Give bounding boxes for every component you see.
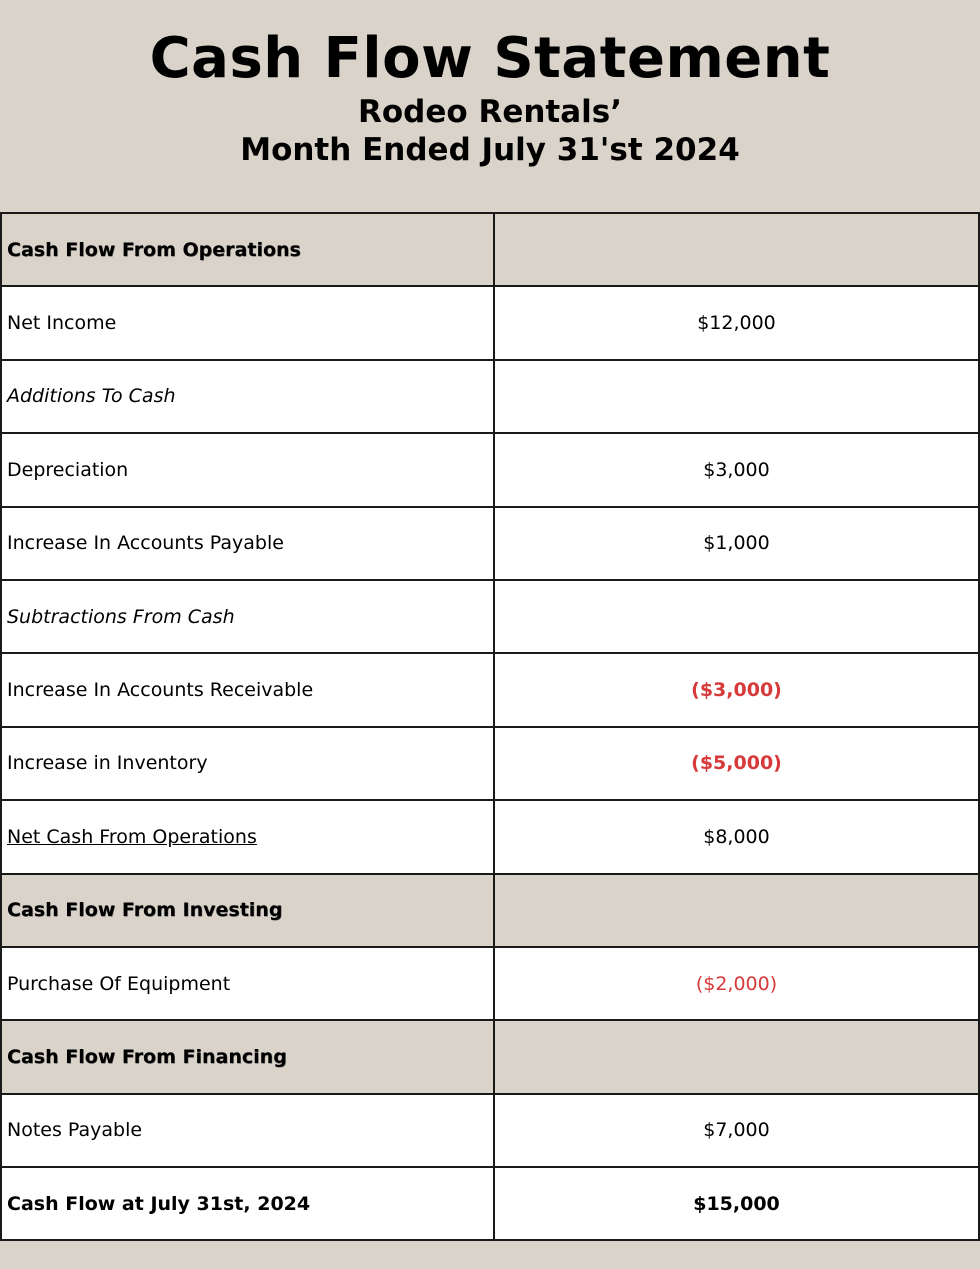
row-label: Increase In Accounts Receivable <box>0 652 495 728</box>
row-value <box>493 872 980 948</box>
row-label: Cash Flow at July 31st, 2024 <box>0 1166 495 1242</box>
row-value-negative: ($2,000) <box>493 945 980 1022</box>
row-label: Subtractions From Cash <box>0 578 495 655</box>
table-row: Increase in Inventory ($5,000) <box>0 725 980 802</box>
row-label: Notes Payable <box>0 1092 495 1169</box>
subheading-row: Additions To Cash <box>0 358 980 435</box>
total-row: Cash Flow at July 31st, 2024 $15,000 <box>0 1166 980 1242</box>
statement-header: Cash Flow Statement Rodeo Rentals’ Month… <box>0 0 980 212</box>
table-row: Notes Payable $7,000 <box>0 1092 980 1169</box>
table-row: Depreciation $3,000 <box>0 432 980 508</box>
row-value: $15,000 <box>493 1166 980 1242</box>
row-label: Net Cash From Operations <box>7 825 257 848</box>
page-title: Cash Flow Statement <box>149 26 831 91</box>
row-value <box>493 578 980 655</box>
row-label-cell: Net Cash From Operations <box>0 799 495 875</box>
row-label: Depreciation <box>0 432 495 508</box>
row-label: Increase in Inventory <box>0 725 495 802</box>
row-value: $1,000 <box>493 505 980 581</box>
section-row-investing: Cash Flow From Investing <box>0 872 980 948</box>
row-label: Purchase Of Equipment <box>0 945 495 1022</box>
row-value <box>493 358 980 435</box>
row-value: $3,000 <box>493 432 980 508</box>
row-label: Net Income <box>0 285 495 361</box>
row-value-negative: ($5,000) <box>493 725 980 802</box>
table-row: Increase In Accounts Payable $1,000 <box>0 505 980 581</box>
company-name: Rodeo Rentals’ <box>357 94 623 130</box>
section-row-operations: Cash Flow From Operations <box>0 211 980 288</box>
cash-flow-table: Cash Flow From Operations Net Income $12… <box>0 211 980 1242</box>
row-label: Cash Flow From Operations <box>0 211 495 288</box>
row-label: Cash Flow From Financing <box>0 1019 495 1095</box>
row-value-negative: ($3,000) <box>493 652 980 728</box>
row-label: Increase In Accounts Payable <box>0 505 495 581</box>
period-label: Month Ended July 31'st 2024 <box>240 132 740 168</box>
row-value <box>493 1019 980 1095</box>
row-value: $12,000 <box>493 285 980 361</box>
subtotal-row: Net Cash From Operations $8,000 <box>0 799 980 875</box>
row-label: Cash Flow From Investing <box>0 872 495 948</box>
table-row: Net Income $12,000 <box>0 285 980 361</box>
section-row-financing: Cash Flow From Financing <box>0 1019 980 1095</box>
row-value: $8,000 <box>493 799 980 875</box>
row-value <box>493 211 980 288</box>
row-value: $7,000 <box>493 1092 980 1169</box>
table-row: Purchase Of Equipment ($2,000) <box>0 945 980 1022</box>
table-row: Increase In Accounts Receivable ($3,000) <box>0 652 980 728</box>
subheading-row: Subtractions From Cash <box>0 578 980 655</box>
row-label: Additions To Cash <box>0 358 495 435</box>
